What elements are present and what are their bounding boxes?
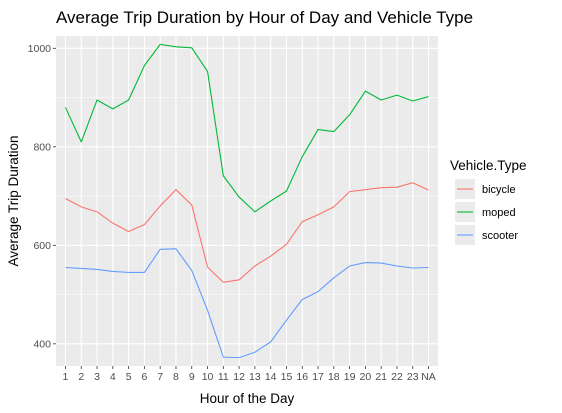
legend-label-scooter: scooter bbox=[482, 230, 518, 242]
x-tick-label: 7 bbox=[157, 371, 163, 383]
legend-label-moped: moped bbox=[482, 207, 516, 219]
x-tick-label: 4 bbox=[110, 371, 116, 383]
x-tick-label: 17 bbox=[312, 371, 324, 383]
legend-label-bicycle: bicycle bbox=[482, 184, 516, 196]
x-tick-label: 13 bbox=[249, 371, 261, 383]
x-tick-label: 10 bbox=[202, 371, 214, 383]
plot-panel bbox=[56, 36, 438, 366]
series-line-bicycle bbox=[65, 182, 429, 283]
x-tick-label: 22 bbox=[391, 371, 403, 383]
y-tick-label: 600 bbox=[33, 240, 51, 252]
x-tick-label: 14 bbox=[265, 371, 277, 383]
legend-items: bicycle moped scooter bbox=[455, 179, 518, 245]
x-tick-label: 1 bbox=[63, 371, 69, 383]
x-tick-label: 5 bbox=[126, 371, 132, 383]
series-line-moped bbox=[64, 43, 429, 213]
x-tick-label: 23 bbox=[407, 371, 419, 383]
y-tick-label: 800 bbox=[33, 141, 51, 153]
x-tick-label: 16 bbox=[296, 371, 308, 383]
legend-title: Vehicle.Type bbox=[450, 158, 527, 173]
y-tick-label: 400 bbox=[33, 338, 51, 350]
grid-lines bbox=[56, 36, 438, 366]
x-tick-label: 15 bbox=[281, 371, 293, 383]
y-tick-label: 1000 bbox=[28, 43, 52, 55]
x-tick-label: 19 bbox=[344, 371, 356, 383]
x-tick-label: 8 bbox=[173, 371, 179, 383]
x-tick-label: 18 bbox=[328, 371, 340, 383]
x-tick-label: 9 bbox=[189, 371, 195, 383]
chart-title: Average Trip Duration by Hour of Day and… bbox=[56, 8, 473, 27]
x-tick-label: 6 bbox=[141, 371, 147, 383]
x-axis-title: Hour of the Day bbox=[200, 391, 295, 406]
x-tick-label: 20 bbox=[360, 371, 372, 383]
x-tick-label: NA bbox=[421, 371, 436, 383]
x-tick-label: 11 bbox=[218, 371, 229, 383]
x-axis: 1 2 3 4 5 6 7 8 9 10 11 12 13 14 15 16 17 18 19 20 21 22 23 NA bbox=[63, 366, 436, 383]
x-tick-label: 21 bbox=[375, 371, 387, 383]
x-tick-label: 3 bbox=[94, 371, 100, 383]
series-lines bbox=[64, 43, 429, 359]
legend: Vehicle.Type bicycle moped scooter bbox=[450, 158, 527, 245]
y-axis-title: Average Trip Duration bbox=[6, 135, 21, 266]
y-axis: 400 600 800 1000 bbox=[28, 43, 56, 350]
x-tick-label: 12 bbox=[233, 371, 245, 383]
x-tick-label: 2 bbox=[78, 371, 84, 383]
series-line-scooter bbox=[65, 248, 429, 359]
